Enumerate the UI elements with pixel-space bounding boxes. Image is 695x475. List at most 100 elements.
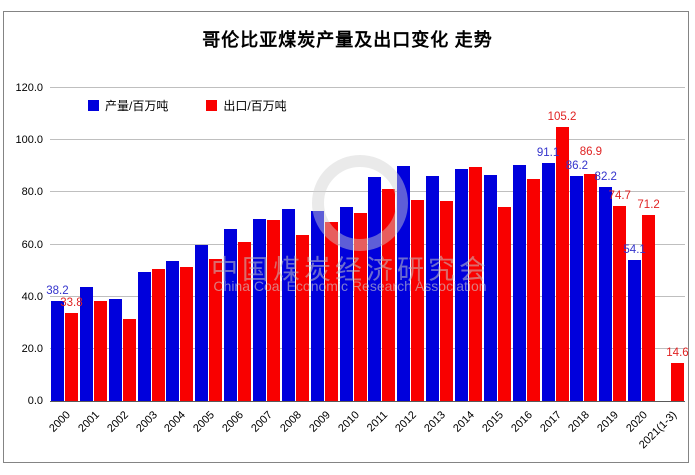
export-bar-2006	[238, 88, 252, 401]
bar	[339, 206, 353, 401]
legend-item-export: 出口/百万吨	[206, 97, 287, 114]
bar	[368, 177, 382, 401]
y-tick-label: 100.0	[15, 134, 43, 147]
bar	[180, 267, 194, 401]
bar	[252, 219, 266, 401]
data-label: 74.7	[608, 190, 631, 203]
bar	[324, 222, 338, 401]
production-swatch-icon	[88, 100, 99, 111]
production-bar-2016	[512, 88, 526, 401]
chart-outer-frame	[3, 11, 689, 463]
export-bar-2001	[93, 88, 107, 401]
production-bar-2008	[281, 88, 295, 401]
export-bar-2021(1-3): 14.6	[666, 88, 689, 401]
y-tick-label: 0.0	[27, 395, 43, 407]
legend-label-export: 出口/百万吨	[223, 99, 287, 113]
bar	[555, 126, 569, 401]
bar	[483, 174, 497, 401]
production-bar-2013	[426, 88, 440, 401]
bar	[79, 286, 93, 401]
bar	[238, 242, 252, 401]
production-bar-2004	[166, 88, 180, 401]
export-bar-2000: 33.8	[60, 88, 83, 401]
category-2001: 2001	[76, 88, 108, 435]
bar	[642, 215, 656, 401]
legend: 产量/百万吨 出口/百万吨	[88, 97, 287, 114]
category-2019: 82.2 74.7 2019	[594, 88, 631, 435]
category-2010: 2010	[336, 88, 368, 435]
export-bar-2017: 105.2	[548, 88, 576, 401]
category-2016: 2016	[509, 88, 541, 435]
bar	[382, 188, 396, 401]
gridline	[50, 191, 685, 193]
production-bar-2005	[195, 88, 209, 401]
production-bar-2020: 54.1	[623, 88, 646, 401]
production-bar-2000: 38.2	[46, 88, 69, 401]
y-tick-label: 80.0	[21, 186, 43, 199]
production-bar-2010	[339, 88, 353, 401]
bar	[497, 206, 511, 401]
category-2009: 2009	[307, 88, 339, 435]
data-label: 105.2	[547, 110, 577, 123]
production-bar-2011	[368, 88, 382, 401]
export-bar-2005	[209, 88, 223, 401]
category-2008: 2008	[278, 88, 310, 435]
bar	[454, 169, 468, 401]
export-bar-2002	[122, 88, 136, 401]
bar	[209, 259, 223, 401]
data-label: 33.8	[60, 296, 83, 309]
category-2021(1-3): 14.6 2021(1-3)	[637, 88, 689, 451]
production-bar-2014	[454, 88, 468, 401]
gridline	[50, 243, 685, 245]
data-label: 82.2	[594, 170, 617, 183]
production-bar-2015	[483, 88, 497, 401]
gridline	[50, 347, 685, 349]
production-bar-2018: 86.2	[566, 88, 588, 401]
bar	[541, 163, 555, 401]
chart-title: 哥伦比亚煤炭产量及出口变化 走势	[202, 30, 493, 50]
bar	[195, 245, 209, 401]
gridline	[50, 87, 685, 88]
y-tick-label: 60.0	[21, 238, 43, 251]
export-bar-2015	[497, 88, 511, 401]
production-bar-2012	[397, 88, 411, 401]
category-2012: 2012	[393, 88, 425, 435]
bar	[468, 167, 482, 401]
production-bar-2002	[108, 88, 122, 401]
x-axis-line	[50, 401, 685, 402]
data-label: 38.2	[46, 285, 69, 298]
bar	[512, 164, 526, 401]
bar	[266, 220, 280, 401]
data-label: 54.1	[623, 243, 646, 256]
data-label: 86.2	[565, 160, 589, 173]
category-2000: 38.2 33.8 2000	[46, 88, 83, 434]
gridline	[50, 139, 685, 141]
export-bar-2014	[468, 88, 482, 401]
data-label: 91.1	[536, 147, 560, 160]
category-2020: 54.1 71.2 2020	[623, 88, 659, 435]
bar	[440, 201, 454, 401]
export-swatch-icon	[206, 100, 218, 111]
bar	[628, 259, 642, 401]
category-2013: 2013	[422, 88, 454, 435]
export-bar-2003	[151, 88, 165, 401]
bar	[64, 312, 78, 401]
category-2014: 2014	[451, 88, 483, 435]
category-2005: 2005	[191, 88, 223, 435]
bar	[397, 166, 411, 401]
bar	[137, 271, 151, 401]
data-label: 14.6	[666, 346, 689, 359]
bar	[310, 211, 324, 401]
export-bar-2012	[411, 88, 425, 401]
export-bar-2009	[324, 88, 338, 401]
plot-area: 0.0 20.0 40.0 60.0 80.0 100.0 120.0 38.2 33.8 20…	[15, 82, 689, 451]
gridline	[50, 295, 685, 297]
export-bar-2011	[382, 88, 396, 401]
export-bar-2004	[180, 88, 194, 401]
category-2007: 2007	[249, 88, 281, 435]
bar	[584, 174, 598, 401]
export-bar-2019: 74.7	[609, 88, 631, 401]
category-2004: 2004	[163, 88, 194, 435]
production-bar-2003	[137, 88, 151, 401]
bar	[50, 301, 64, 401]
